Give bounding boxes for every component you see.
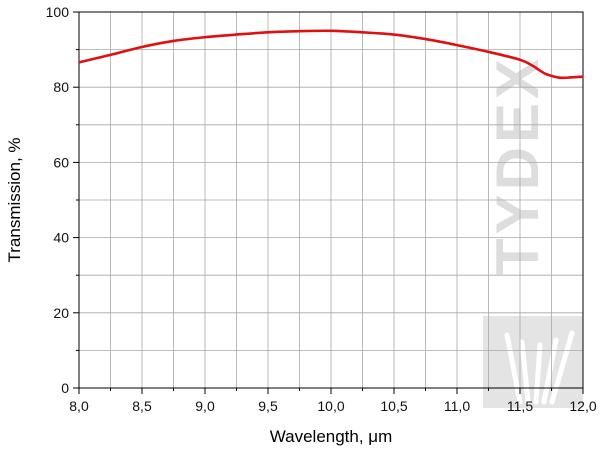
plot-frame bbox=[78, 11, 584, 389]
y-tick-labels: 0 20 40 60 80 100 bbox=[46, 4, 70, 396]
y-tick-label: 40 bbox=[53, 230, 69, 246]
y-tick-label: 60 bbox=[53, 154, 69, 170]
series-group bbox=[78, 29, 584, 80]
y-tick-label: 100 bbox=[46, 4, 70, 20]
x-tick-label: 11,0 bbox=[444, 398, 470, 414]
x-axis-title: Wavelength, μm bbox=[270, 427, 393, 446]
x-tick-label: 10,0 bbox=[317, 398, 344, 414]
y-axis-title: Transmission, % bbox=[5, 137, 24, 262]
watermark-logo bbox=[483, 316, 583, 408]
tydex-watermark: TYDEX bbox=[483, 55, 583, 408]
watermark-logo-stroke bbox=[519, 339, 531, 405]
x-tick-label: 9,0 bbox=[195, 398, 215, 414]
x-tick-label: 10,5 bbox=[380, 398, 407, 414]
watermark-logo-stroke bbox=[504, 332, 523, 405]
watermark-text: TYDEX bbox=[484, 55, 551, 275]
y-tick-label: 0 bbox=[61, 380, 69, 396]
x-tick-label: 12,0 bbox=[569, 398, 596, 414]
x-tick-label: 8,5 bbox=[132, 398, 152, 414]
y-tick-label: 20 bbox=[53, 305, 69, 321]
watermark-logo-square bbox=[483, 316, 583, 408]
watermark-logo-stroke bbox=[533, 342, 543, 405]
x-tick-label: 9,5 bbox=[258, 398, 278, 414]
x-tick-label: 11,5 bbox=[507, 398, 533, 414]
watermark-logo-stroke bbox=[549, 330, 575, 405]
x-tick-label: 8,0 bbox=[69, 398, 89, 414]
grid bbox=[79, 12, 583, 388]
y-tick-label: 80 bbox=[53, 79, 69, 95]
minor-ticks bbox=[73, 11, 584, 394]
x-tick-labels: 8,0 8,5 9,0 9,5 10,0 10,5 11,0 11,5 12,0 bbox=[69, 398, 597, 414]
transmission-series-line bbox=[78, 29, 584, 80]
